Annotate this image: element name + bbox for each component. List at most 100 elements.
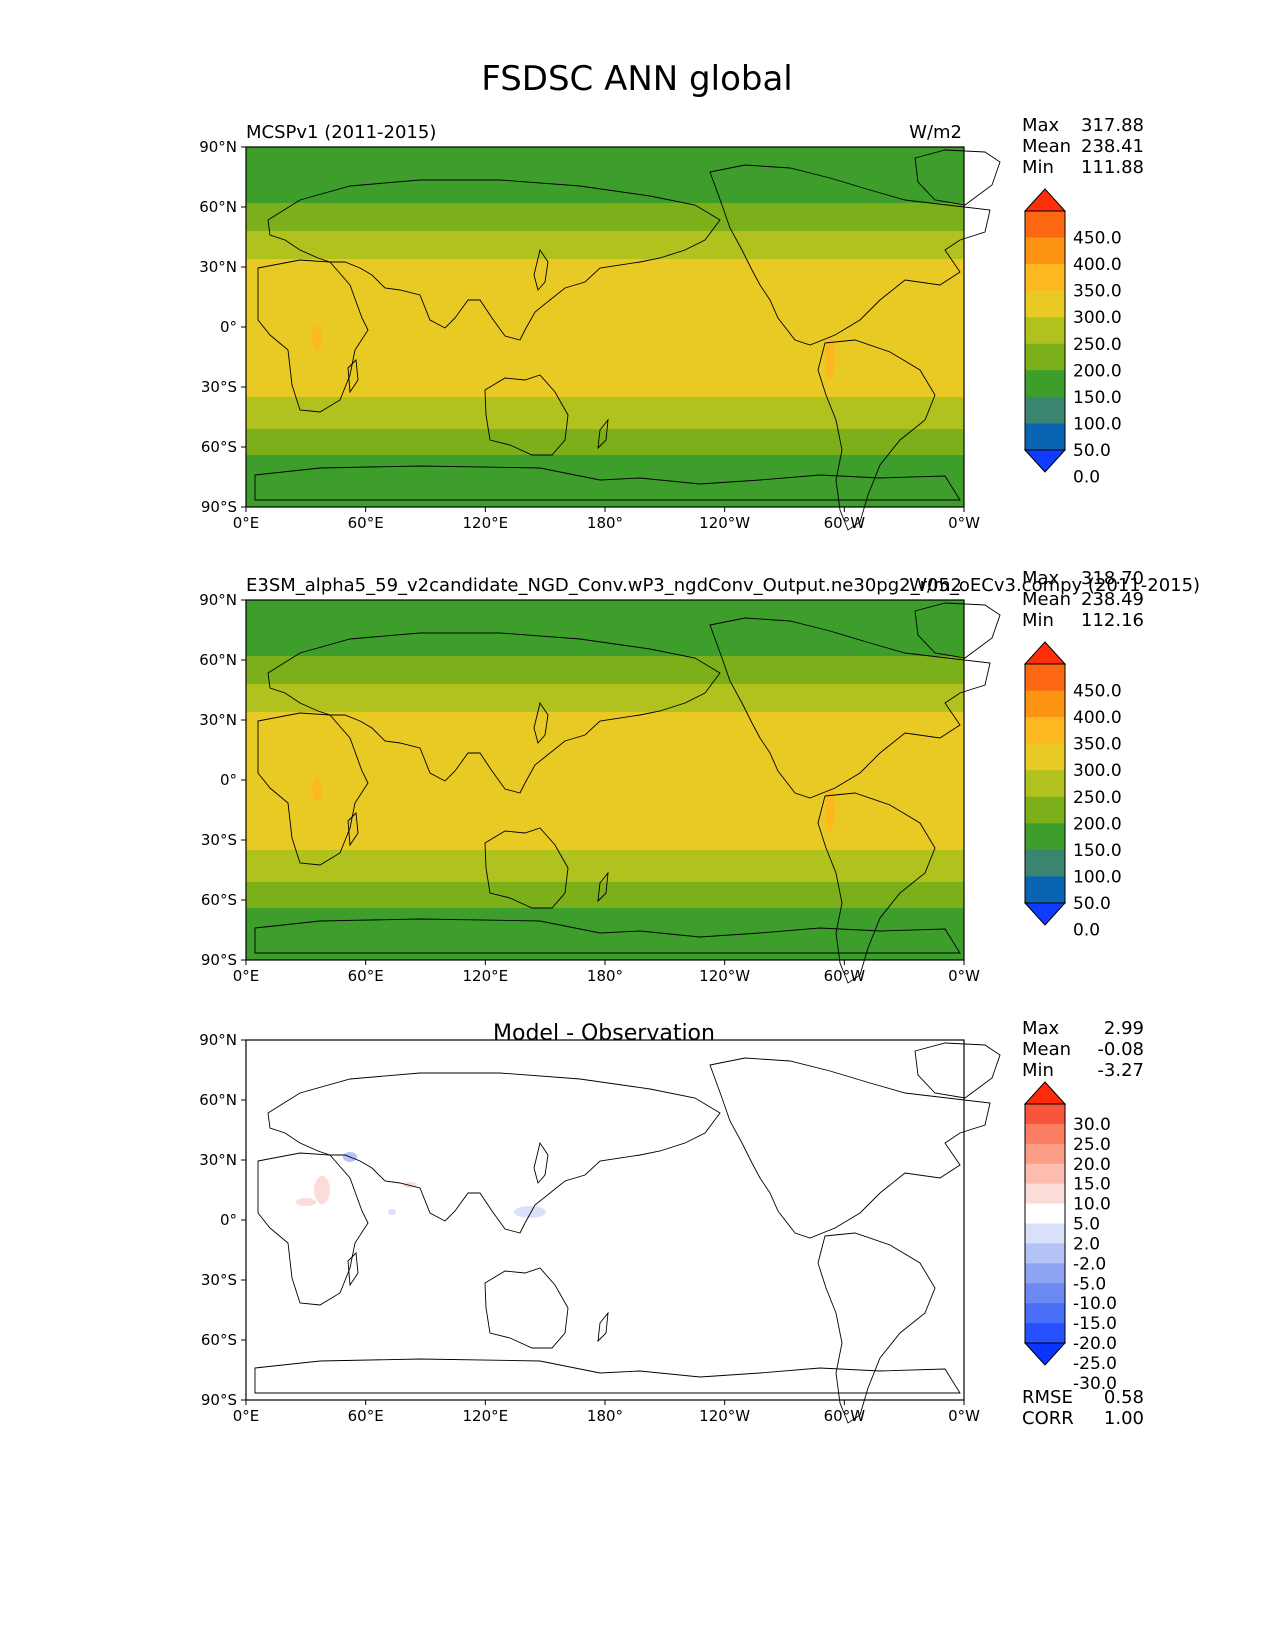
colorbar-tick-label: 400.0 (1073, 708, 1122, 728)
zonal-band (246, 147, 964, 203)
y-tick-label: 90°N (199, 138, 237, 156)
x-tick-label: 120°E (463, 514, 509, 532)
colorbar-tick-label: 400.0 (1073, 255, 1122, 275)
colorbar-tick-label: 250.0 (1073, 788, 1122, 808)
colorbar-tick-label: 5.0 (1073, 1215, 1100, 1235)
colorbar-segment (1025, 1323, 1065, 1344)
colorbar-tick-label: 15.0 (1073, 1175, 1111, 1195)
colorbar-segment (1025, 1243, 1065, 1264)
highland-patch (312, 778, 322, 802)
colorbar-segment (1025, 1303, 1065, 1324)
y-tick-label: 30°N (199, 711, 237, 729)
colorbar-tick-label: -30.0 (1073, 1374, 1117, 1394)
colorbar-frame (1024, 1103, 1066, 1344)
colorbar-tick-label: 10.0 (1073, 1195, 1111, 1215)
x-tick-label: 60°W (824, 967, 866, 985)
colorbar-tick-label: -5.0 (1073, 1274, 1106, 1294)
x-tick-label: 180° (587, 514, 623, 532)
panel-test-units: W/m2 (909, 122, 962, 143)
colorbar-extend-max (1023, 188, 1067, 212)
stat-mean-value: 238.41 (1081, 136, 1144, 157)
stat-mean-label: Mean (1022, 136, 1071, 157)
panel-reference-units: W/m2 (909, 575, 962, 596)
x-tick-label: 0°E (233, 967, 260, 985)
x-tick-label: 0°E (233, 1407, 260, 1425)
panel-reference: 0°E 60°E 120°E 180° 120°W 60°W 0°W 90°N 60°N 30°N… (199, 568, 1200, 985)
colorbar-segment (1025, 823, 1065, 851)
x-tick-label: 120°W (699, 514, 750, 532)
colorbar-segment (1025, 690, 1065, 718)
y-tick-label: 60°S (201, 891, 237, 909)
panel-test-map (246, 147, 964, 507)
x-tick-label: 120°E (463, 1407, 509, 1425)
colorbar-tick-label: 2.0 (1073, 1234, 1100, 1254)
colorbar-segment (1025, 211, 1065, 239)
x-tick-label: 60°W (824, 1407, 866, 1425)
stat-max-value: 318.70 (1081, 568, 1144, 589)
colorbar-segment (1025, 1183, 1065, 1205)
colorbar-tick-label: -10.0 (1073, 1294, 1117, 1314)
colorbar-tick-label: 450.0 (1073, 229, 1122, 249)
colorbar-tick-label: 25.0 (1073, 1135, 1111, 1155)
panel-test-left-title: MCSPv1 (2011-2015) (246, 122, 436, 143)
colorbar-segment (1025, 1203, 1065, 1224)
metric-corr-value: 1.00 (1104, 1408, 1144, 1429)
x-tick-label: 120°W (699, 967, 750, 985)
y-tick-label: 60°S (201, 438, 237, 456)
y-tick-label: 0° (220, 318, 237, 336)
anomaly-negative (388, 1209, 396, 1215)
panel-difference-map (246, 1040, 964, 1400)
zonal-band (246, 203, 964, 231)
x-tick-label: 0°W (948, 1407, 980, 1425)
panel-reference-stats: Max 318.70 Mean 238.49 Min 112.16 (1022, 568, 1144, 631)
stat-mean-value: 238.49 (1081, 589, 1144, 610)
stat-max-label: Max (1022, 1018, 1060, 1039)
stat-min-value: 112.16 (1081, 610, 1144, 631)
colorbar-tick-label: 150.0 (1073, 841, 1122, 861)
zonal-band (246, 882, 964, 908)
colorbar-tick-label: 200.0 (1073, 814, 1122, 834)
colorbar-tick-label: 100.0 (1073, 414, 1122, 434)
panel-test: MCSPv1 (2011-2015) W/m2 0°E 60°E 120°E 180°… (199, 115, 1144, 532)
y-tick-label: 0° (220, 771, 237, 789)
x-tick-label: 60°W (824, 514, 866, 532)
zonal-band (246, 684, 964, 712)
colorbar-frame (1024, 210, 1066, 451)
colorbar-tick-label: 200.0 (1073, 361, 1122, 381)
stat-max-value: 2.99 (1104, 1018, 1144, 1039)
zonal-band (246, 455, 964, 507)
map-background (246, 1040, 964, 1400)
colorbar-frame (1024, 663, 1066, 904)
colorbar-tick-label: -15.0 (1073, 1314, 1117, 1334)
y-tick-label: 60°N (199, 198, 237, 216)
colorbar-segment (1025, 237, 1065, 265)
colorbar-tick-label: 250.0 (1073, 335, 1122, 355)
y-tick-label: 30°N (199, 1151, 237, 1169)
highland-patch (825, 335, 835, 379)
colorbar-segment (1025, 770, 1065, 798)
figure-title: FSDSC ANN global (481, 59, 792, 99)
zonal-band (246, 712, 964, 850)
colorbar-tick-label: -20.0 (1073, 1334, 1117, 1354)
colorbar-tick-label: 50.0 (1073, 894, 1111, 914)
stat-mean-label: Mean (1022, 589, 1071, 610)
zonal-band (246, 231, 964, 259)
colorbar-tick-label: -25.0 (1073, 1354, 1117, 1374)
panel-test-axes: 0°E 60°E 120°E 180° 120°W 60°W 0°W 90°N 60°N 30°N… (199, 138, 980, 532)
stat-min-label: Min (1022, 1060, 1054, 1081)
y-tick-label: 30°S (201, 1271, 237, 1289)
highland-patch (312, 325, 322, 349)
stat-mean-label: Mean (1022, 1039, 1071, 1060)
colorbar-tick-label: 0.0 (1073, 921, 1100, 941)
colorbar-tick-label: 150.0 (1073, 388, 1122, 408)
y-tick-label: 30°N (199, 258, 237, 276)
x-tick-label: 0°W (948, 967, 980, 985)
colorbar-segment (1025, 1123, 1065, 1145)
x-tick-label: 60°E (348, 1407, 384, 1425)
colorbar-segment (1025, 343, 1065, 371)
y-tick-label: 60°N (199, 651, 237, 669)
panel-difference-axes: 0°E 60°E 120°E 180° 120°W 60°W 0°W 90°N 60°N 30°N… (199, 1031, 980, 1425)
metric-corr-label: CORR (1022, 1408, 1074, 1429)
colorbar-segment (1025, 423, 1065, 451)
